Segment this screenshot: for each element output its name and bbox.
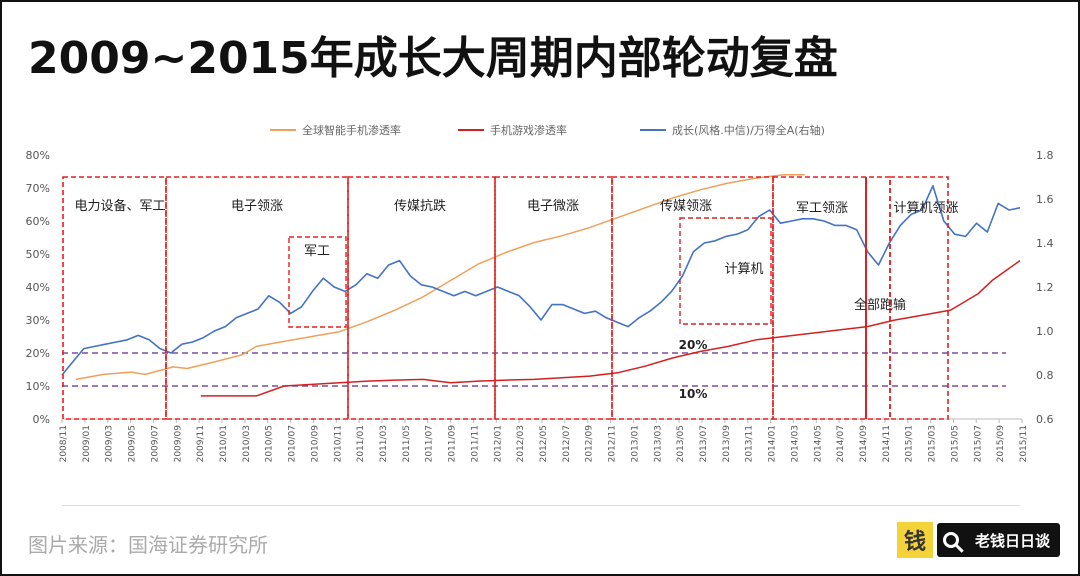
- x-tick-label: 2013/07: [699, 425, 709, 462]
- x-tick-label: 2012/11: [608, 425, 618, 462]
- y-left-tick-label: 70%: [26, 182, 50, 195]
- y-left-tick-label: 40%: [26, 281, 50, 294]
- period-box-label: 电子领涨: [231, 199, 283, 214]
- x-tick-label: 2012/03: [516, 425, 526, 462]
- y-left-tick-label: 30%: [26, 314, 50, 327]
- x-tick-label: 2013/11: [745, 425, 755, 462]
- y-right-tick-label: 0.8: [1036, 369, 1054, 382]
- y-right-tick-label: 1.4: [1036, 237, 1054, 250]
- sub-box: [288, 236, 347, 328]
- x-tick-label: 2013/09: [722, 425, 732, 463]
- y-left-tick-label: 10%: [26, 380, 50, 393]
- period-box-label: 电力设备、军工: [74, 198, 165, 214]
- x-tick-label: 2014/11: [882, 425, 892, 462]
- x-tick-label: 2015/11: [1019, 425, 1029, 462]
- x-tick-label: 2009/01: [82, 425, 92, 462]
- divider: [62, 505, 1020, 506]
- legend-label: 手机游戏渗透率: [490, 123, 567, 137]
- series-line-0: [75, 174, 805, 381]
- x-tick-label: 2014/01: [768, 425, 778, 462]
- x-tick-label: 2009/09: [173, 425, 183, 463]
- x-tick-label: 2014/09: [859, 425, 869, 463]
- reference-line-label: 20%: [679, 338, 708, 352]
- x-tick-label: 2009/05: [128, 425, 138, 462]
- y-left-tick-label: 0%: [33, 413, 50, 426]
- brand-name: 老钱日日谈: [975, 531, 1051, 550]
- period-box-label: 传媒领涨: [660, 199, 712, 214]
- x-tick-label: 2011/03: [379, 425, 389, 462]
- x-tick-label: 2014/05: [813, 425, 823, 462]
- brand-name-box: 老钱日日谈: [937, 523, 1061, 557]
- x-tick-label: 2008/11: [59, 425, 69, 462]
- brand-badge: 钱 老钱日日谈: [897, 522, 1061, 558]
- vertical-marker-label: 全部跑输: [854, 297, 906, 313]
- legend-label: 全球智能手机渗透率: [302, 123, 401, 137]
- period-box-label: 传媒抗跌: [394, 198, 446, 214]
- x-tick-label: 2012/09: [585, 425, 595, 463]
- page-title: 2009~2015年成长大周期内部轮动复盘: [28, 33, 838, 84]
- period-box-label: 电子微涨: [527, 199, 579, 214]
- x-tick-label: 2011/07: [425, 425, 435, 462]
- y-left-tick-label: 80%: [26, 149, 50, 162]
- y-right-tick-label: 1.2: [1036, 281, 1054, 294]
- x-tick-label: 2009/11: [196, 425, 206, 462]
- x-tick-label: 2009/03: [105, 425, 115, 462]
- y-right-tick-label: 0.6: [1036, 413, 1054, 426]
- x-tick-label: 2011/01: [356, 425, 366, 462]
- x-tick-label: 2015/07: [973, 425, 983, 462]
- x-tick-label: 2013/03: [653, 425, 663, 462]
- chart-series: [61, 174, 1021, 397]
- search-icon: [943, 532, 959, 548]
- x-tick-label: 2015/03: [928, 425, 938, 462]
- legend-label: 成长(风格.中信)/万得全A(右轴): [672, 123, 825, 137]
- reference-lines: 20% 10%: [62, 338, 1006, 401]
- chart-axes: 0% 10% 20% 30% 40% 50% 60% 70% 80% 0.6 0.8 1.0 1.2 1.…: [26, 149, 1054, 462]
- source-note: 图片来源：国海证券研究所: [28, 533, 268, 557]
- x-tick-label: 2015/09: [996, 425, 1006, 463]
- period-box: [494, 176, 613, 420]
- chart-legend: 全球智能手机渗透率 手机游戏渗透率 成长(风格.中信)/万得全A(右轴): [270, 123, 825, 137]
- x-tick-label: 2011/05: [402, 425, 412, 462]
- x-tick-label: 2010/01: [219, 425, 229, 462]
- x-tick-label: 2010/03: [242, 425, 252, 462]
- x-tick-label: 2012/07: [562, 425, 572, 462]
- period-box: [889, 176, 949, 420]
- y-right-tick-label: 1.8: [1036, 149, 1054, 162]
- period-box-label: 计算机领涨: [893, 201, 958, 216]
- period-box: [772, 176, 891, 420]
- sub-box-label: 计算机: [724, 262, 763, 277]
- y-left-tick-label: 60%: [26, 215, 50, 228]
- x-tick-label: 2012/05: [539, 425, 549, 462]
- sub-box-label: 军工: [304, 244, 330, 259]
- period-box-label: 军工领涨: [796, 201, 848, 216]
- x-tick-label: 2010/07: [288, 425, 298, 462]
- sub-box: [679, 217, 772, 325]
- x-tick-label: 2014/03: [790, 425, 800, 462]
- x-tick-label: 2010/11: [333, 425, 343, 462]
- series-line-2: [61, 185, 1021, 376]
- x-tick-label: 2011/09: [448, 425, 458, 463]
- x-tick-label: 2013/01: [630, 425, 640, 462]
- x-tick-label: 2010/05: [265, 425, 275, 462]
- series-line-1: [200, 259, 1021, 397]
- y-right-tick-label: 1.6: [1036, 193, 1054, 206]
- y-left-tick-label: 20%: [26, 347, 50, 360]
- y-right-tick-label: 1.0: [1036, 325, 1054, 338]
- y-left-tick-label: 50%: [26, 248, 50, 261]
- reference-line-label: 10%: [679, 387, 708, 401]
- period-box: [165, 176, 349, 420]
- x-tick-label: 2015/01: [905, 425, 915, 462]
- x-tick-label: 2012/01: [493, 425, 503, 462]
- x-tick-label: 2009/07: [150, 425, 160, 462]
- period-box: [62, 176, 167, 420]
- brand-logo-icon: 钱: [897, 522, 933, 558]
- period-boxes: 电力设备、军工 电子领涨 传媒抗跌 电子微涨 传媒领涨 军工领涨 计算机领涨军工计算机全部跑…: [62, 176, 959, 420]
- x-tick-label: 2010/09: [310, 425, 320, 463]
- x-tick-label: 2014/07: [836, 425, 846, 462]
- x-tick-label: 2013/05: [676, 425, 686, 462]
- x-tick-label: 2011/11: [470, 425, 480, 462]
- x-tick-label: 2015/05: [950, 425, 960, 462]
